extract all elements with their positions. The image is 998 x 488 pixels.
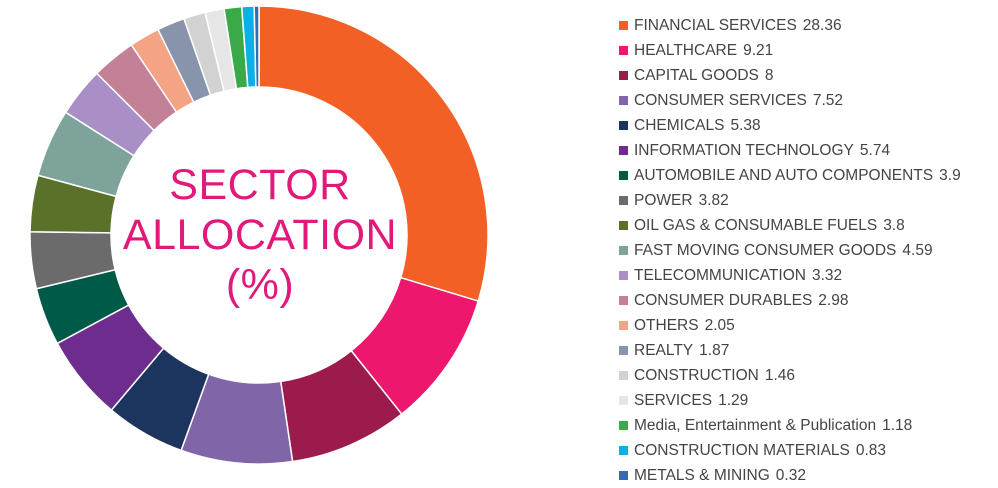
legend-label: Media, Entertainment & Publication bbox=[634, 416, 877, 434]
legend-value: 2.05 bbox=[704, 316, 735, 334]
legend-swatch bbox=[619, 71, 628, 80]
legend-label: INFORMATION TECHNOLOGY bbox=[634, 141, 854, 159]
legend-item: Media, Entertainment & Publication 1.18 bbox=[619, 413, 961, 438]
legend-label: CONSTRUCTION bbox=[634, 366, 759, 384]
center-title-line-1: SECTOR bbox=[169, 161, 351, 209]
legend-value: 2.98 bbox=[818, 291, 849, 309]
legend-label: REALTY bbox=[634, 341, 694, 359]
legend-value: 5.74 bbox=[859, 141, 891, 159]
legend-item: FINANCIAL SERVICES 28.36 bbox=[619, 13, 961, 38]
legend-value: 1.18 bbox=[882, 416, 913, 434]
legend-item: OIL GAS & CONSUMABLE FUELS 3.8 bbox=[619, 213, 961, 238]
legend-value: 8 bbox=[764, 66, 774, 84]
legend-item: CHEMICALS 5.38 bbox=[619, 113, 961, 138]
legend-value: 3.82 bbox=[698, 191, 729, 209]
donut-slice bbox=[253, 5, 260, 88]
legend-item: FAST MOVING CONSUMER GOODS 4.59 bbox=[619, 238, 961, 263]
legend-value: 3.32 bbox=[811, 266, 843, 284]
legend-value: 7.52 bbox=[812, 91, 844, 109]
legend-value: 0.32 bbox=[775, 466, 806, 484]
legend-label: FAST MOVING CONSUMER GOODS bbox=[634, 241, 897, 259]
legend-swatch bbox=[619, 221, 628, 230]
legend-value: 0.83 bbox=[855, 441, 887, 459]
legend-label: TELECOMMUNICATION bbox=[634, 266, 806, 284]
legend-value: 28.36 bbox=[802, 16, 842, 34]
legend-label: CONSTRUCTION MATERIALS bbox=[634, 441, 850, 459]
legend-value: 5.38 bbox=[730, 116, 761, 134]
legend-value: 3.8 bbox=[883, 216, 905, 234]
legend-item: OTHERS 2.05 bbox=[619, 313, 961, 338]
legend-item: AUTOMOBILE AND AUTO COMPONENTS 3.9 bbox=[619, 163, 961, 188]
donut-slice bbox=[258, 5, 489, 303]
legend-swatch bbox=[619, 96, 628, 105]
legend-value: 1.46 bbox=[764, 366, 796, 384]
legend-item: INFORMATION TECHNOLOGY 5.74 bbox=[619, 138, 961, 163]
legend-swatch bbox=[619, 371, 628, 380]
legend-item: METALS & MINING 0.32 bbox=[619, 463, 961, 488]
legend-label: AUTOMOBILE AND AUTO COMPONENTS bbox=[634, 166, 934, 184]
legend-item: CONSUMER DURABLES 2.98 bbox=[619, 288, 961, 313]
legend-label: POWER bbox=[634, 191, 693, 209]
legend-swatch bbox=[619, 121, 628, 130]
center-title-line-2: ALLOCATION bbox=[122, 211, 398, 259]
legend-swatch bbox=[619, 196, 628, 205]
legend-label: SERVICES bbox=[634, 391, 713, 409]
chart-center-title: SECTOR ALLOCATION (%) bbox=[110, 160, 410, 310]
legend-swatch bbox=[619, 46, 628, 55]
legend-item: CONSUMER SERVICES 7.52 bbox=[619, 88, 961, 113]
legend-label: CONSUMER DURABLES bbox=[634, 291, 813, 309]
legend-item: CONSTRUCTION 1.46 bbox=[619, 363, 961, 388]
legend-swatch bbox=[619, 146, 628, 155]
legend-swatch bbox=[619, 396, 628, 405]
legend-item: CONSTRUCTION MATERIALS 0.83 bbox=[619, 438, 961, 463]
legend-label: METALS & MINING bbox=[634, 466, 770, 484]
legend-label: CHEMICALS bbox=[634, 116, 725, 134]
legend-label: CAPITAL GOODS bbox=[634, 66, 759, 84]
chart-legend: FINANCIAL SERVICES 28.36 HEALTHCARE 9.21 CAP… bbox=[619, 13, 961, 488]
legend-swatch bbox=[619, 421, 628, 430]
legend-swatch bbox=[619, 346, 628, 355]
legend-swatch bbox=[619, 271, 628, 280]
legend-label: HEALTHCARE bbox=[634, 41, 738, 59]
legend-value: 4.59 bbox=[902, 241, 933, 259]
legend-item: TELECOMMUNICATION 3.32 bbox=[619, 263, 961, 288]
legend-label: OTHERS bbox=[634, 316, 699, 334]
donut-chart bbox=[29, 5, 489, 465]
legend-item: SERVICES 1.29 bbox=[619, 388, 961, 413]
legend-item: REALTY 1.87 bbox=[619, 338, 961, 363]
legend-item: POWER 3.82 bbox=[619, 188, 961, 213]
legend-value: 9.21 bbox=[743, 41, 774, 59]
legend-swatch bbox=[619, 296, 628, 305]
legend-swatch bbox=[619, 471, 628, 480]
legend-swatch bbox=[619, 21, 628, 30]
legend-value: 1.29 bbox=[718, 391, 749, 409]
center-title-line-3: (%) bbox=[225, 261, 295, 309]
legend-value: 3.9 bbox=[939, 166, 961, 184]
legend-item: CAPITAL GOODS 8 bbox=[619, 63, 961, 88]
legend-label: CONSUMER SERVICES bbox=[634, 91, 807, 109]
legend-swatch bbox=[619, 446, 628, 455]
legend-swatch bbox=[619, 321, 628, 330]
legend-label: OIL GAS & CONSUMABLE FUELS bbox=[634, 216, 878, 234]
legend-item: HEALTHCARE 9.21 bbox=[619, 38, 961, 63]
legend-label: FINANCIAL SERVICES bbox=[634, 16, 797, 34]
legend-swatch bbox=[619, 171, 628, 180]
legend-value: 1.87 bbox=[699, 341, 730, 359]
legend-swatch bbox=[619, 246, 628, 255]
